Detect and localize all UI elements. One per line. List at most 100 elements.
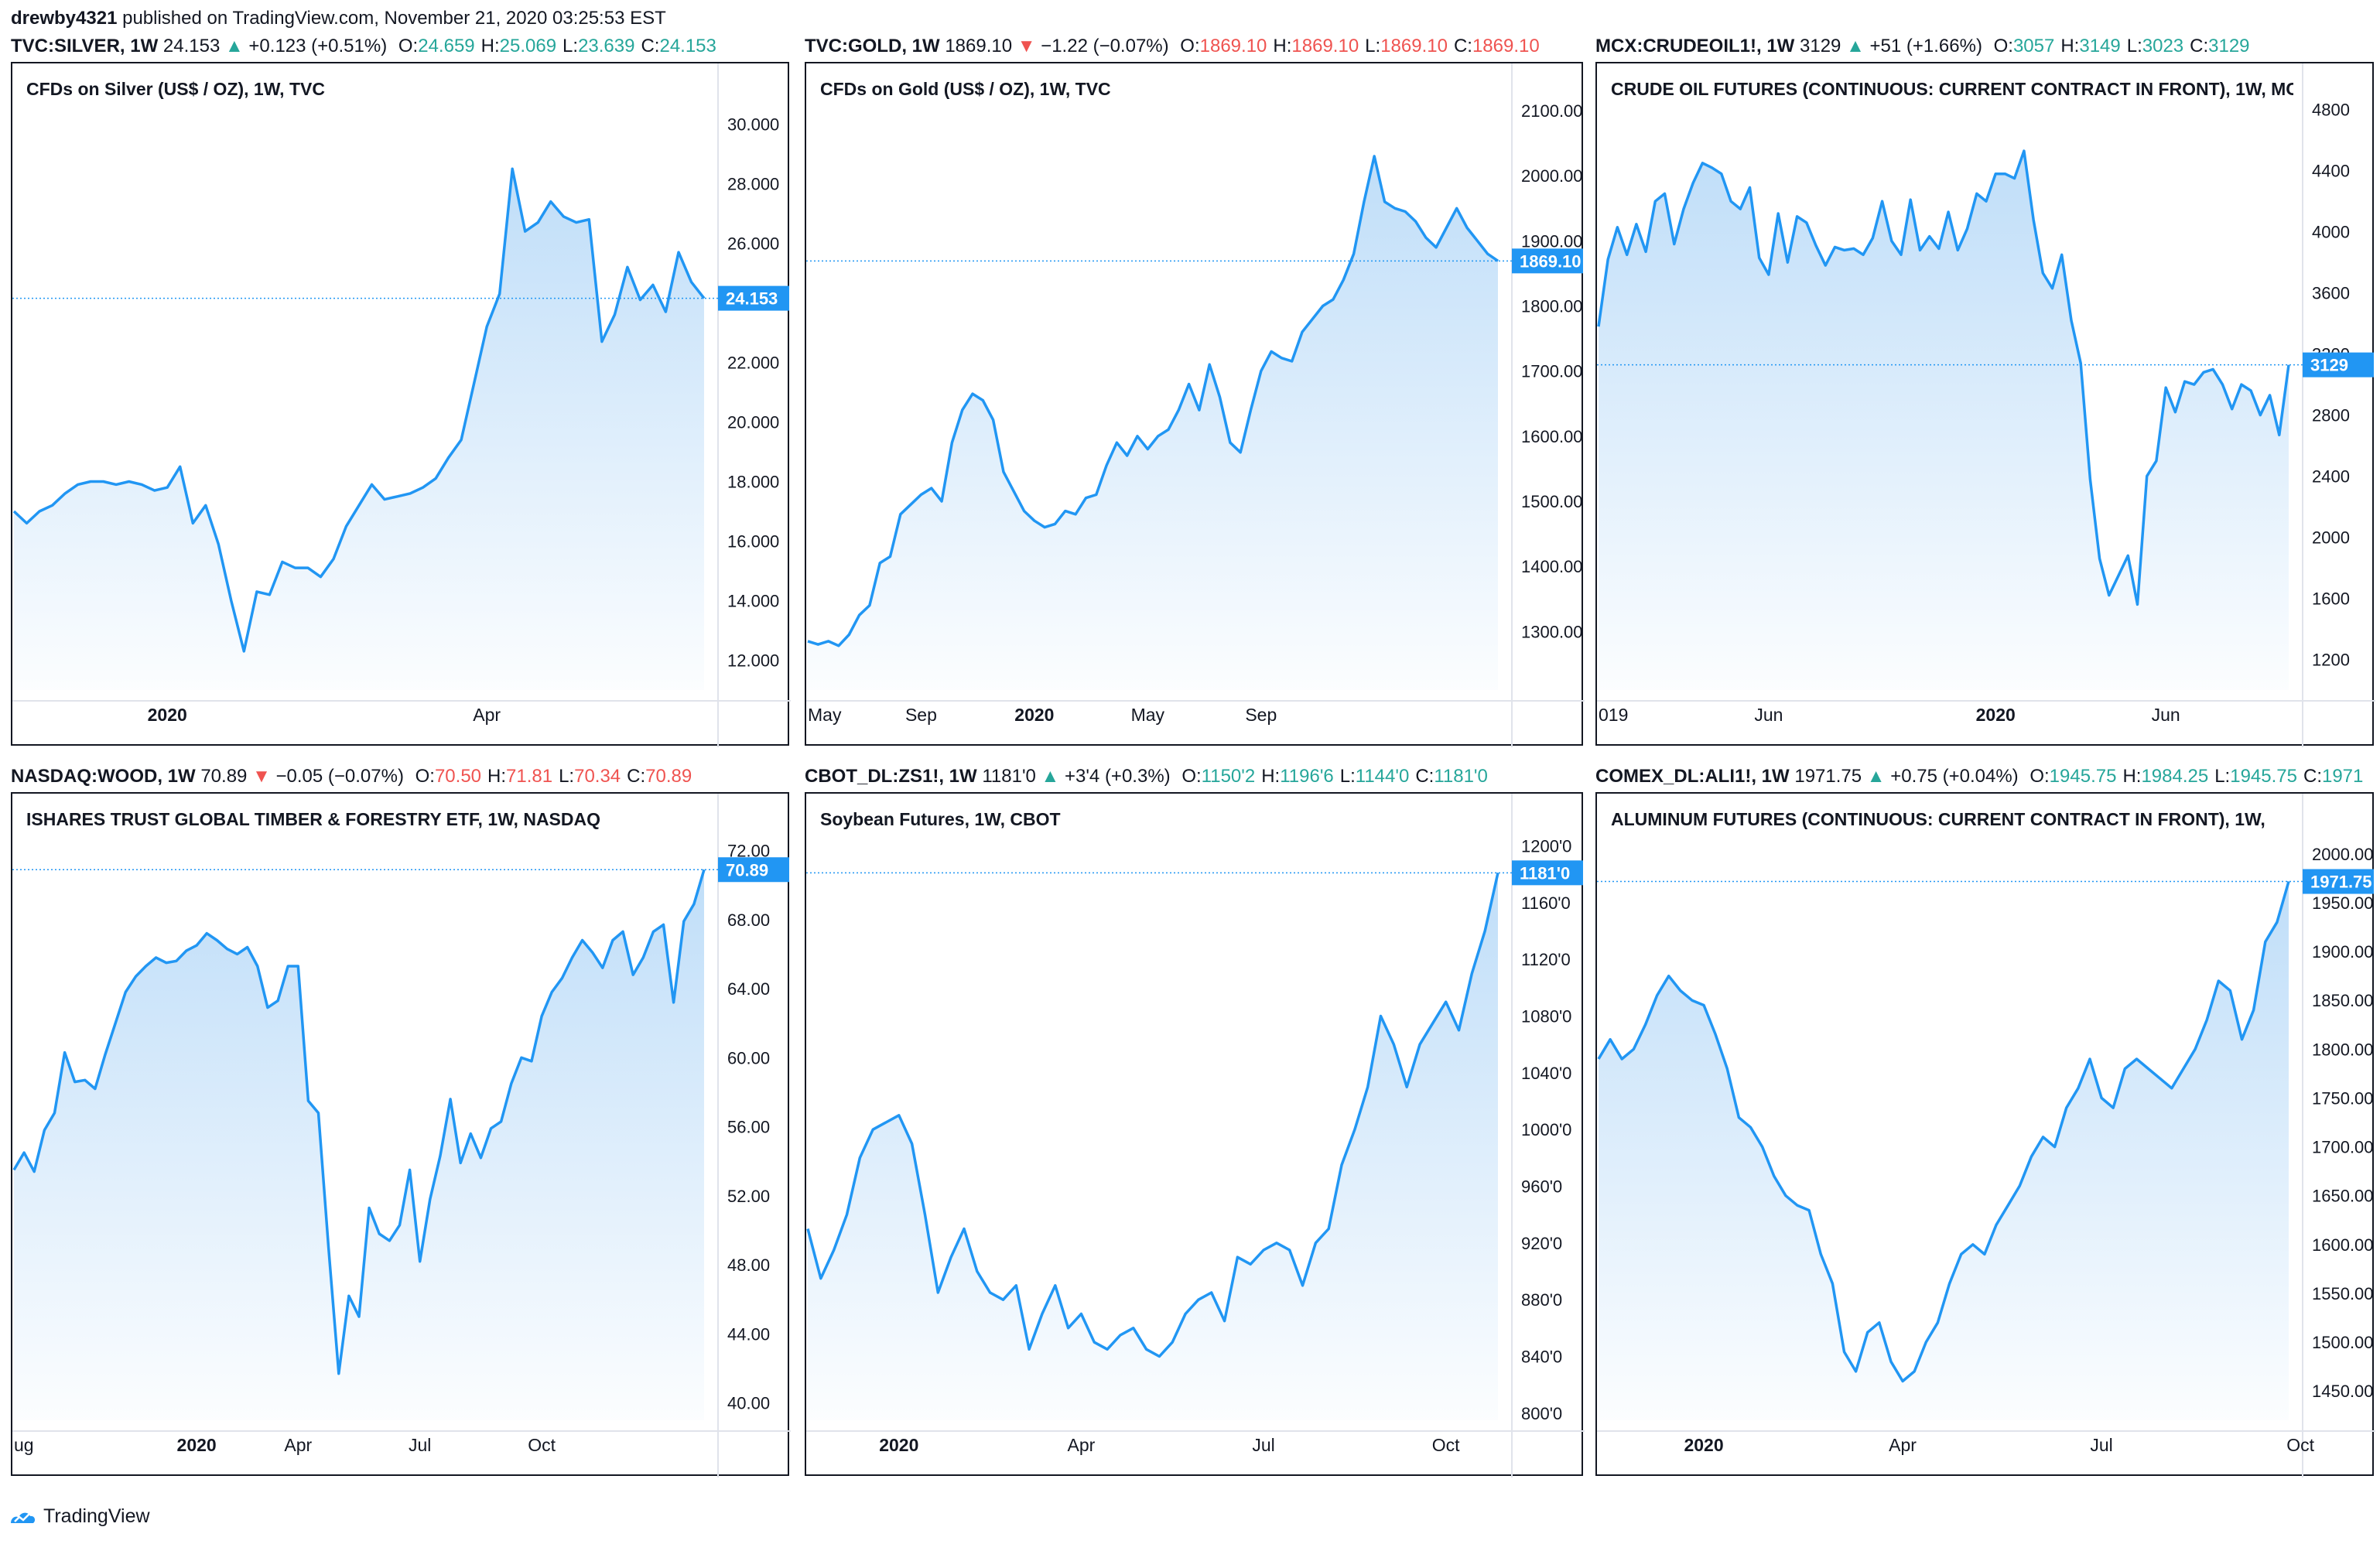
y-tick-label: 1550.00 [2312, 1284, 2374, 1303]
y-tick-label: 30.000 [727, 115, 779, 135]
last-price-tag-text: 1181'0 [1520, 863, 1570, 883]
y-tick-label: 1600.00 [2312, 1235, 2374, 1255]
symbol-name[interactable]: CBOT_DL:ZS1!, 1W [805, 766, 977, 787]
x-tick-label: 2020 [148, 705, 187, 725]
change-arrow-icon: ▲ [224, 36, 244, 56]
ohlc-value-h: 1196'6 [1280, 766, 1334, 787]
chart-frame[interactable]: 72.00 68.00 64.00 60.00 56.00 52.00 48.00 44.00… [11, 792, 791, 1477]
ohlc-value-l: 1945.75 [2230, 766, 2297, 787]
publish-info: published on TradingView.com, November 2… [117, 8, 666, 29]
y-tick-label: 68.00 [727, 910, 770, 930]
series-area [14, 169, 704, 691]
symbol-name[interactable]: TVC:SILVER, 1W [11, 36, 159, 56]
last-price: 3129 [1794, 36, 1847, 56]
symbol-info-line: CBOT_DL:ZS1!, 1W 1181'0 ▲ +3'4 (+0.3%) O… [805, 761, 1583, 792]
series-area [1599, 881, 2289, 1420]
y-tick-label: 1160'0 [1521, 893, 1571, 913]
x-tick-label: Jul [2090, 1435, 2112, 1455]
change-arrow-icon: ▼ [1017, 36, 1036, 56]
ohlc-label-l: L: [1365, 36, 1381, 56]
chart-frame[interactable]: 30.00028.00026.00024.00022.00020.00018.0… [11, 62, 791, 747]
chart-panel: COMEX_DL:ALI1!, 1W 1971.75 ▲ +0.75 (+0.0… [1595, 761, 2375, 1477]
series-line [1597, 881, 2290, 1383]
ohlc-value-l: 1869.10 [1380, 36, 1448, 56]
chart-frame[interactable]: 1200'0 1160'0 1120'0 1080'0 1040'0 1000'0 960'… [805, 792, 1585, 1477]
last-price-tag: 70.89 [718, 857, 789, 883]
x-tick-label: Sep [905, 705, 937, 725]
change-value: −0.05 (−0.07%) [270, 766, 409, 787]
ohlc-label-o: O: [415, 766, 435, 787]
tradingview-logo-icon [11, 1512, 36, 1523]
y-tick-label: 3600 [2312, 284, 2350, 303]
ohlc-value-o: 1869.10 [1199, 36, 1267, 56]
last-price-tag: 1869.10 [1512, 248, 1583, 274]
y-tick-label: 22.000 [727, 354, 779, 373]
change-arrow-icon: ▲ [1866, 766, 1886, 787]
x-tick-label: Apr [1889, 1435, 1917, 1455]
ohlc-label-h: H: [2122, 766, 2142, 787]
y-tick-label: 920'0 [1521, 1234, 1562, 1253]
ohlc-label-l: L: [559, 766, 575, 787]
last-price-tag: 3129 [2303, 352, 2374, 377]
y-tick-label: 20.000 [727, 413, 779, 432]
change-value: +51 (+1.66%) [1864, 36, 1988, 56]
y-tick-label: 1000'0 [1521, 1120, 1571, 1139]
ohlc-value-c: 3129 [2208, 36, 2250, 56]
x-tick-label: ug [14, 1435, 34, 1455]
x-tick-label: 019 [1599, 705, 1628, 725]
x-tick-label: 2020 [1014, 705, 1054, 725]
y-tick-label: 2000.00 [2312, 845, 2374, 864]
y-tick-label: 14.000 [727, 592, 779, 611]
x-tick-label: May [808, 705, 842, 725]
last-price: 70.89 [195, 766, 253, 787]
symbol-name[interactable]: TVC:GOLD, 1W [805, 36, 940, 56]
chart-panel: TVC:SILVER, 1W 24.153 ▲ +0.123 (+0.51%) … [11, 31, 791, 747]
x-tick-label: Sep [1245, 705, 1277, 725]
chart-frame[interactable]: 2000.00 1950.00 1900.00 1850.00 1800.00 1750.… [1595, 792, 2375, 1477]
footer-brand[interactable]: TradingView [43, 1505, 150, 1527]
symbol-name[interactable]: NASDAQ:WOOD, 1W [11, 766, 196, 787]
symbol-name[interactable]: MCX:CRUDEOIL1!, 1W [1595, 36, 1795, 56]
chart-svg: 2000.00 1950.00 1900.00 1850.00 1800.00 1750.… [1597, 794, 2375, 1477]
footer: TradingView [9, 1501, 150, 1532]
y-tick-label: 1450.00 [2312, 1382, 2374, 1401]
y-tick-label: 2800 [2312, 406, 2350, 425]
chart-title: Soybean Futures, 1W, CBOT [820, 809, 1061, 829]
y-tick-label: 1300.00 [1521, 622, 1583, 641]
symbol-name[interactable]: COMEX_DL:ALI1!, 1W [1595, 766, 1790, 787]
y-tick-label: 1040'0 [1521, 1064, 1571, 1083]
chart-frame[interactable]: 4800440040003600320028002400200016001200… [1595, 62, 2375, 747]
last-price: 1869.10 [939, 36, 1017, 56]
x-tick-label: 2020 [1684, 1435, 1723, 1455]
y-tick-label: 1850.00 [2312, 991, 2374, 1010]
ohlc-label-c: C: [1415, 766, 1434, 787]
last-price-tag-text: 70.89 [726, 860, 768, 880]
last-price: 1181'0 [976, 766, 1041, 787]
y-tick-label: 4800 [2312, 101, 2350, 120]
series-area [14, 869, 704, 1420]
ohlc-value-l: 3023 [2142, 36, 2184, 56]
x-tick-label: May [1131, 705, 1165, 725]
chart-frame[interactable]: 2100.00 2000.00 1900.00 1800.00 1700.00 1600.… [805, 62, 1585, 747]
last-price-tag: 1181'0 [1512, 860, 1583, 886]
symbol-info-line: TVC:SILVER, 1W 24.153 ▲ +0.123 (+0.51%) … [11, 31, 789, 62]
ohlc-value-h: 3149 [2079, 36, 2121, 56]
chart-panel: MCX:CRUDEOIL1!, 1W 3129 ▲ +51 (+1.66%) O… [1595, 31, 2375, 747]
chart-title: CFDs on Gold (US$ / OZ), 1W, TVC [820, 79, 1111, 99]
ohlc-label-l: L: [2126, 36, 2142, 56]
chart-title: ALUMINUM FUTURES (CONTINUOUS: CURRENT CO… [1611, 809, 2265, 829]
y-tick-label: 64.00 [727, 979, 770, 999]
y-tick-label: 2400 [2312, 467, 2350, 487]
y-tick-label: 4400 [2312, 162, 2350, 181]
ohlc-label-c: C: [1453, 36, 1472, 56]
chart-svg: 2100.00 2000.00 1900.00 1800.00 1700.00 1600.… [806, 63, 1585, 747]
y-tick-label: 1750.00 [2312, 1088, 2374, 1108]
x-tick-label: Oct [1432, 1435, 1460, 1455]
chart-svg: 72.0068.0064.0060.0056.0052.0048.0044.00… [12, 794, 791, 1477]
series-line [12, 167, 706, 653]
publisher-username[interactable]: drewby4321 [11, 8, 118, 29]
ohlc-label-h: H: [487, 766, 507, 787]
change-value: −1.22 (−0.07%) [1035, 36, 1175, 56]
chart-title: ISHARES TRUST GLOBAL TIMBER & FORESTRY E… [26, 809, 601, 829]
y-tick-label: 26.000 [727, 234, 779, 254]
